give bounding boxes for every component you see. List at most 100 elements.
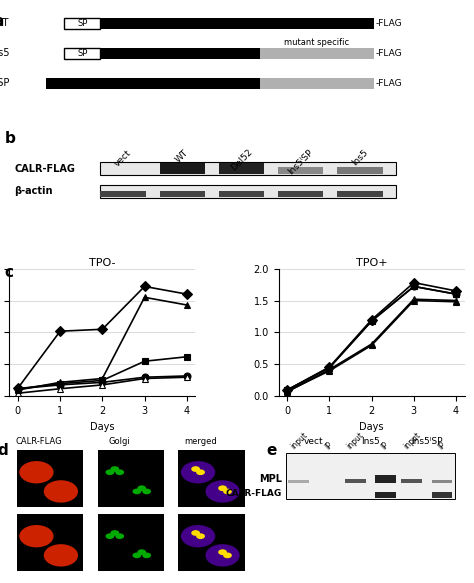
Bar xyxy=(179,514,245,571)
Bar xyxy=(431,480,452,483)
Circle shape xyxy=(137,486,146,491)
Circle shape xyxy=(110,530,119,536)
Circle shape xyxy=(44,480,78,503)
Bar xyxy=(375,491,396,498)
Text: SP: SP xyxy=(77,19,88,28)
Circle shape xyxy=(196,469,205,475)
Circle shape xyxy=(218,486,227,491)
Text: merged: merged xyxy=(184,437,217,446)
Text: WT: WT xyxy=(174,148,191,164)
Text: IP: IP xyxy=(380,440,391,451)
Circle shape xyxy=(110,466,119,472)
Circle shape xyxy=(223,489,232,494)
Bar xyxy=(278,191,323,197)
Bar xyxy=(46,78,260,89)
Circle shape xyxy=(223,553,232,559)
Circle shape xyxy=(132,553,141,559)
Text: -FLAG: -FLAG xyxy=(376,49,402,58)
Text: Ins5: Ins5 xyxy=(0,466,2,485)
Text: Ins5: Ins5 xyxy=(361,437,380,446)
Circle shape xyxy=(115,533,124,539)
Circle shape xyxy=(181,461,215,483)
Circle shape xyxy=(196,533,205,539)
Text: Ins5: Ins5 xyxy=(0,48,9,58)
Circle shape xyxy=(115,469,124,475)
Bar xyxy=(160,163,205,174)
Title: TPO-: TPO- xyxy=(89,258,116,268)
Circle shape xyxy=(19,525,54,547)
Circle shape xyxy=(191,466,200,472)
Bar xyxy=(260,78,374,89)
Text: Ins5ᴵSP: Ins5ᴵSP xyxy=(286,148,315,177)
Circle shape xyxy=(44,544,78,567)
Bar xyxy=(345,479,365,483)
Circle shape xyxy=(137,549,146,555)
Circle shape xyxy=(106,469,114,475)
Bar xyxy=(17,450,83,507)
Bar xyxy=(100,191,146,197)
Text: Golgi: Golgi xyxy=(109,437,130,446)
Circle shape xyxy=(19,461,54,483)
Text: CALR-FLAG: CALR-FLAG xyxy=(16,437,62,446)
Text: -FLAG: -FLAG xyxy=(376,19,402,28)
Bar xyxy=(431,491,452,498)
Circle shape xyxy=(218,549,227,555)
Text: d: d xyxy=(0,444,8,458)
Bar xyxy=(100,48,260,59)
Circle shape xyxy=(181,525,215,547)
Text: β-actin: β-actin xyxy=(14,186,53,196)
X-axis label: Days: Days xyxy=(90,422,115,431)
Text: IP: IP xyxy=(436,440,447,451)
Text: b: b xyxy=(5,131,16,146)
Bar xyxy=(98,514,164,571)
Text: input: input xyxy=(345,431,365,451)
Bar xyxy=(17,514,83,571)
Bar xyxy=(337,167,383,174)
Text: CALR-FLAG: CALR-FLAG xyxy=(14,164,75,174)
Text: Ins5ᴵSP: Ins5ᴵSP xyxy=(411,437,443,446)
Circle shape xyxy=(106,533,114,539)
Bar xyxy=(288,480,309,483)
Legend: vect, WT, Del52, Ins5ᴵSP, Ins5: vect, WT, Del52, Ins5ᴵSP, Ins5 xyxy=(473,273,474,343)
Text: mutant specific: mutant specific xyxy=(284,38,349,47)
Circle shape xyxy=(205,544,240,567)
Bar xyxy=(278,167,323,174)
Bar xyxy=(64,18,100,29)
Bar xyxy=(160,191,205,197)
Text: Ins5: Ins5 xyxy=(350,148,370,167)
Circle shape xyxy=(142,489,151,494)
Text: a: a xyxy=(0,14,4,29)
Text: e: e xyxy=(267,444,277,458)
Text: input: input xyxy=(289,431,309,451)
Bar xyxy=(219,191,264,197)
Text: vect: vect xyxy=(113,148,133,168)
Text: vect: vect xyxy=(304,437,324,446)
Text: SP: SP xyxy=(77,49,88,58)
Circle shape xyxy=(205,480,240,503)
Bar xyxy=(401,479,422,483)
Circle shape xyxy=(142,553,151,559)
Bar xyxy=(260,48,374,59)
Circle shape xyxy=(191,530,200,536)
Text: MPL: MPL xyxy=(259,473,282,484)
Bar xyxy=(375,475,396,483)
Text: Ins5ᴵSP: Ins5ᴵSP xyxy=(0,78,9,88)
Text: c: c xyxy=(5,265,14,280)
Text: -FLAG: -FLAG xyxy=(376,79,402,88)
Text: IP: IP xyxy=(323,440,335,451)
X-axis label: Days: Days xyxy=(359,422,384,431)
Bar xyxy=(179,450,245,507)
Text: Ins5ᴵSP: Ins5ᴵSP xyxy=(0,524,2,555)
Title: TPO+: TPO+ xyxy=(356,258,387,268)
Bar xyxy=(64,48,100,59)
Text: Del52: Del52 xyxy=(229,148,254,173)
Bar xyxy=(100,162,396,175)
Text: WT: WT xyxy=(0,19,9,29)
Bar xyxy=(285,453,455,500)
Bar xyxy=(98,450,164,507)
Bar xyxy=(100,185,396,198)
Bar xyxy=(219,163,264,174)
Text: input: input xyxy=(401,431,422,451)
Bar xyxy=(100,18,374,29)
Circle shape xyxy=(132,489,141,494)
